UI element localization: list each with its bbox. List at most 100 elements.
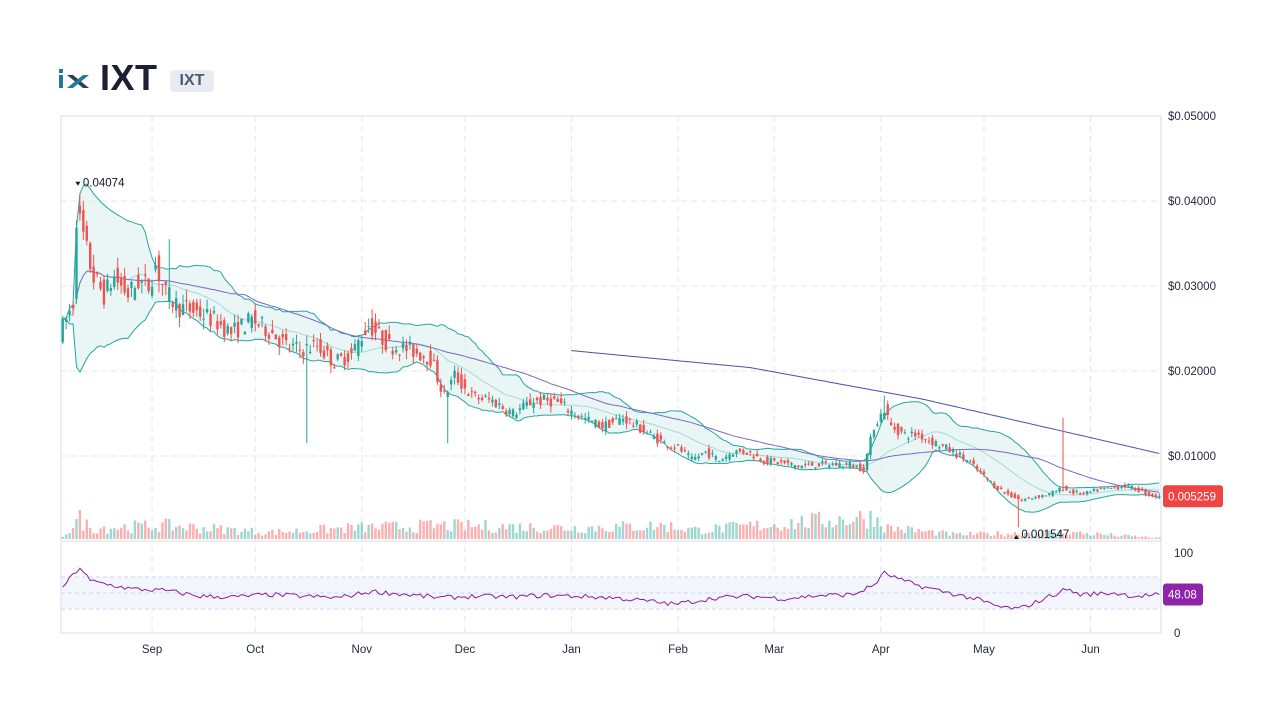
- candle-body: [401, 342, 405, 349]
- candle-body: [834, 462, 838, 466]
- chart-grid: [61, 115, 1161, 633]
- volume-bar: [1134, 535, 1137, 539]
- volume-bar: [1072, 531, 1075, 539]
- candle-body: [893, 426, 896, 430]
- candle-body: [1109, 487, 1113, 489]
- candle-body: [862, 467, 865, 472]
- volume-bar: [240, 532, 243, 539]
- candle-body: [869, 436, 872, 456]
- candle-body: [659, 435, 663, 440]
- candle-body: [1123, 484, 1127, 488]
- candle-body: [1144, 489, 1147, 495]
- volume-bar: [828, 520, 831, 539]
- volume-bar: [993, 535, 996, 539]
- volume-bar: [284, 533, 288, 539]
- candle-body: [298, 349, 302, 351]
- candle-body: [168, 287, 171, 302]
- volume-bar: [652, 530, 656, 539]
- volume-bar: [95, 533, 99, 539]
- volume-bar: [556, 524, 559, 539]
- volume-bar: [498, 528, 501, 539]
- volume-bar: [463, 530, 467, 539]
- candle-body: [587, 416, 590, 420]
- candle-body: [635, 421, 638, 425]
- volume-bar: [181, 528, 185, 539]
- volume-bar: [580, 532, 583, 539]
- volume-bar: [645, 527, 649, 539]
- candle-body: [721, 459, 724, 462]
- candle-body: [264, 326, 267, 336]
- volume-bar: [1096, 532, 1099, 539]
- volume-bar: [1151, 537, 1154, 539]
- candle-body: [1058, 487, 1061, 492]
- volume-bar: [707, 532, 711, 539]
- volume-bar: [649, 521, 652, 539]
- candle-body: [728, 454, 731, 460]
- candle-body: [202, 318, 205, 320]
- volume-bar: [934, 535, 938, 539]
- candle-body: [229, 327, 233, 335]
- candle-body: [384, 330, 388, 351]
- volume-bar: [432, 528, 436, 539]
- candle-body: [171, 302, 174, 307]
- volume-bar: [247, 531, 250, 539]
- axes: $0.01000 $0.02000 $0.03000 $0.04000 $0.05000…: [142, 111, 1216, 656]
- volume-bar: [443, 521, 446, 539]
- volume-bar: [99, 528, 102, 539]
- candle-body: [525, 402, 528, 406]
- volume-bar: [391, 521, 394, 539]
- volume-bar: [944, 531, 948, 539]
- candle-body: [542, 395, 546, 400]
- candle-body: [779, 460, 783, 462]
- candle-body: [972, 460, 975, 464]
- volume-bar: [632, 531, 635, 539]
- volume-bar: [965, 535, 968, 539]
- candle-body: [1030, 498, 1034, 500]
- candle-body: [463, 379, 467, 389]
- volume-bar: [192, 524, 195, 539]
- candle-body: [745, 452, 748, 455]
- volume-bar: [546, 530, 549, 539]
- candle-body: [632, 425, 635, 427]
- volume-bar: [893, 531, 896, 539]
- candle-body: [944, 444, 948, 450]
- candle-body: [872, 430, 876, 438]
- candle-body: [687, 453, 690, 455]
- volume-bar: [511, 524, 515, 539]
- volume-bar: [786, 528, 790, 539]
- candle-body: [199, 306, 202, 317]
- volume-bar: [487, 530, 491, 539]
- candle-body: [109, 288, 113, 291]
- candle-body: [752, 456, 755, 459]
- volume-bar: [1044, 530, 1048, 539]
- candle-body: [680, 447, 683, 452]
- candle-body: [247, 313, 250, 323]
- volume-bar: [766, 528, 769, 539]
- candle-body: [896, 423, 900, 436]
- candle-body: [1147, 491, 1151, 496]
- volume-bar: [446, 530, 449, 539]
- volume-bar: [229, 528, 233, 539]
- moving-average-long: [571, 350, 1160, 454]
- volume-bar: [370, 523, 374, 539]
- candle-body: [123, 275, 126, 293]
- candle-body: [1061, 489, 1065, 491]
- candle-body: [783, 460, 786, 464]
- volume-bar: [910, 527, 913, 539]
- candle-body: [515, 414, 518, 418]
- volume-bar: [845, 525, 848, 539]
- volume-bar: [669, 522, 673, 539]
- volume-bar: [962, 535, 965, 539]
- volume-bar: [508, 524, 511, 539]
- candle-body: [216, 321, 219, 330]
- volume-bar: [291, 532, 295, 539]
- candle-body: [278, 337, 281, 347]
- volume-bar: [119, 527, 123, 539]
- candle-body: [1010, 492, 1013, 498]
- volume-bar: [872, 527, 876, 539]
- candle-body: [329, 349, 333, 366]
- time-tick-label: Feb: [668, 644, 688, 656]
- candle-body: [975, 466, 979, 470]
- candle-body: [284, 334, 288, 341]
